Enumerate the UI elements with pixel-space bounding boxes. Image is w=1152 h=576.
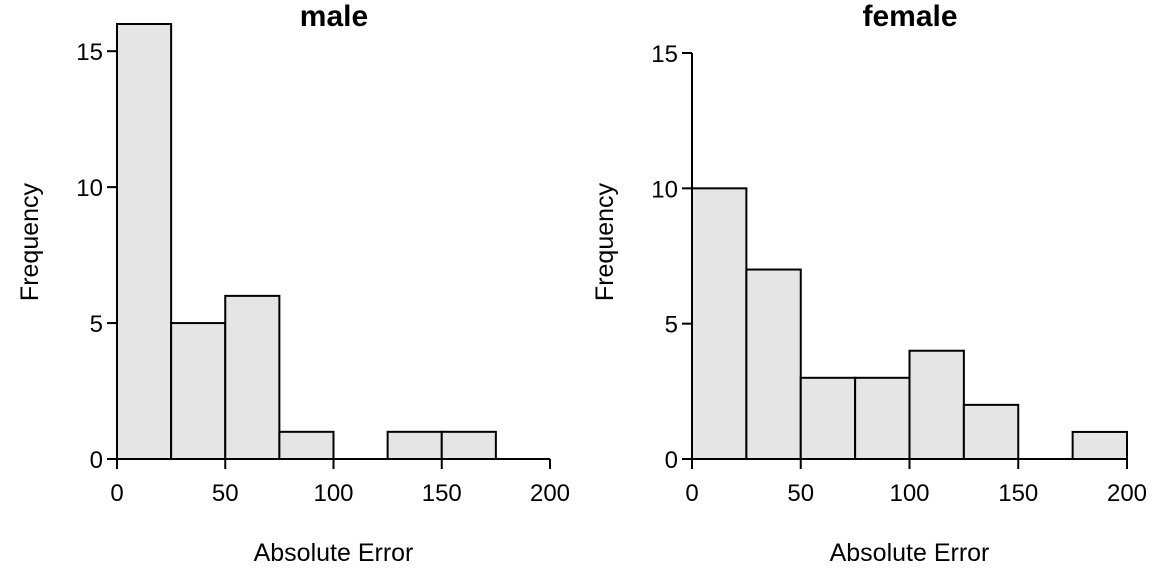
male-bar-5 bbox=[386, 430, 443, 460]
female-bar-3 bbox=[854, 376, 911, 460]
female-y-tick-label-3: 15 bbox=[651, 41, 678, 68]
female-x-tick-label-0: 0 bbox=[685, 480, 698, 507]
female-x-tick-label-1: 50 bbox=[787, 480, 814, 507]
male-bar-3 bbox=[278, 430, 335, 460]
female-y-tick-label-0: 0 bbox=[665, 447, 678, 474]
female-y-tick-label-1: 5 bbox=[665, 312, 678, 339]
male-y-tick-label-0: 0 bbox=[90, 447, 103, 474]
male-y-axis-label: Frequency bbox=[16, 182, 44, 301]
female-histogram-panel: 0 50 100 150 200 0 5 10 15 female Absolute Error Fr… bbox=[591, 0, 1147, 567]
female-bar-7 bbox=[1071, 430, 1128, 460]
female-x-tick-label-4: 200 bbox=[1107, 480, 1147, 507]
male-bar-1 bbox=[170, 322, 227, 460]
male-y-tick-label-1: 5 bbox=[90, 311, 103, 338]
male-chart-title: male bbox=[300, 0, 368, 33]
female-y-tick-label-2: 10 bbox=[651, 176, 678, 203]
male-bar-0 bbox=[116, 23, 173, 460]
female-bar-0 bbox=[691, 187, 748, 460]
male-y-tick-label-2: 10 bbox=[76, 175, 103, 202]
female-y-axis-label: Frequency bbox=[591, 182, 619, 301]
female-x-axis-label: Absolute Error bbox=[830, 539, 990, 567]
male-x-tick-label-3: 150 bbox=[422, 480, 462, 507]
female-x-tick-label-3: 150 bbox=[998, 480, 1038, 507]
female-bar-2 bbox=[799, 376, 857, 460]
female-x-tick-label-2: 100 bbox=[889, 480, 929, 507]
male-bar-6 bbox=[440, 430, 497, 460]
male-x-axis-label: Absolute Error bbox=[254, 539, 414, 567]
female-chart-title: female bbox=[862, 0, 957, 33]
male-y-tick-label-3: 15 bbox=[76, 39, 103, 66]
female-bar-5 bbox=[962, 403, 1020, 461]
female-bar-1 bbox=[745, 268, 802, 460]
male-x-tick-label-1: 50 bbox=[212, 480, 239, 507]
male-x-tick-label-4: 200 bbox=[530, 480, 570, 507]
male-x-tick-label-2: 100 bbox=[313, 480, 353, 507]
male-bar-2 bbox=[224, 294, 281, 460]
male-histogram-panel: 0 50 100 150 200 0 5 10 15 male Absolute Error Freq… bbox=[16, 0, 570, 567]
male-x-tick-label-0: 0 bbox=[110, 480, 123, 507]
female-bar-4 bbox=[908, 349, 965, 461]
